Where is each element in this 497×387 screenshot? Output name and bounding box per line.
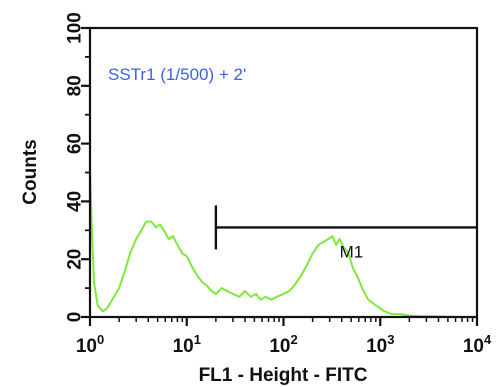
x-axis-title: FL1 - Height - FITC: [199, 365, 368, 386]
x-tick-label: 100: [76, 332, 104, 357]
chart-annotation: SSTr1 (1/500) + 2': [108, 65, 246, 84]
marker-m1: M1: [214, 205, 477, 261]
y-axis-title: Counts: [20, 139, 41, 204]
x-tick-labels: 100 101 102 103 104: [76, 332, 492, 357]
y-tick-labels: 0 20 40 60 80 100: [65, 12, 86, 322]
y-tick-label-80: 80: [65, 75, 86, 96]
x-tick-label: 103: [366, 332, 394, 357]
y-tick-label-20: 20: [65, 249, 86, 270]
plot-frame: [88, 26, 479, 319]
x-tick-label: 104: [463, 332, 492, 357]
y-tick-label-100: 100: [65, 12, 86, 44]
x-tick-label: 101: [173, 332, 201, 357]
histogram-series-line: [89, 169, 477, 318]
y-tick-label-0: 0: [65, 312, 86, 323]
y-tick-label-60: 60: [65, 133, 86, 154]
x-axis-ticks: [88, 317, 479, 326]
y-tick-label-40: 40: [65, 191, 86, 212]
marker-label: M1: [340, 242, 364, 261]
x-tick-label: 102: [269, 332, 297, 357]
y-axis-ticks: [81, 26, 90, 319]
